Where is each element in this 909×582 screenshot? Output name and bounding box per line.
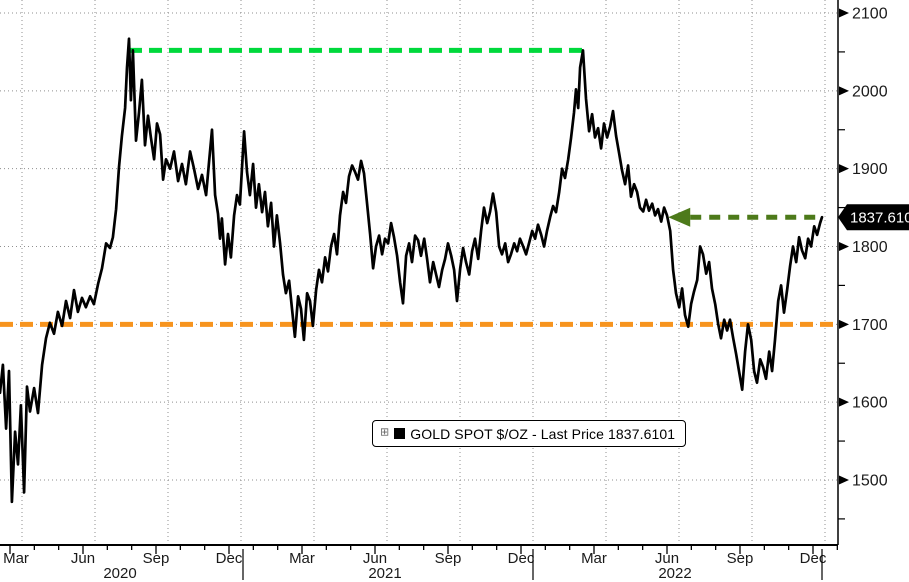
year-label: 2022	[658, 565, 691, 582]
y-major-tick-arrow	[839, 164, 849, 174]
last-price-tag-text: 1837.6101	[850, 210, 909, 227]
x-tick-label: Mar	[3, 550, 29, 567]
y-tick-label: 1500	[852, 472, 888, 489]
y-tick-label: 1900	[852, 161, 888, 178]
series-marker-swatch	[394, 428, 406, 439]
y-major-tick-arrow	[839, 475, 849, 485]
y-tick-label: 1600	[852, 395, 888, 412]
chart-legend[interactable]: ⊞ GOLD SPOT $/OZ - Last Price 1837.6101	[372, 420, 687, 447]
last-price-arrow-head	[668, 207, 691, 227]
expand-box-icon[interactable]: ⊞	[380, 426, 390, 439]
x-tick-label: Sep	[727, 550, 754, 567]
year-label: 2020	[103, 565, 136, 582]
x-tick-label: Sep	[435, 550, 462, 567]
y-major-tick-arrow	[839, 397, 849, 407]
x-tick-label: Mar	[581, 550, 607, 567]
last-price-tag: 1837.6101	[838, 204, 909, 231]
axes	[0, 0, 839, 546]
x-axis-ticks: Mar Jun Sep Dec Mar Jun Sep Dec Mar Jun Sep Dec	[3, 545, 838, 567]
year-label: 2021	[368, 565, 401, 582]
x-tick-label: Jun	[363, 550, 387, 567]
y-major-tick-arrow	[839, 86, 849, 96]
annotations	[0, 47, 838, 327]
x-tick-label: Dec	[216, 550, 243, 567]
x-tick-label: Dec	[508, 550, 535, 567]
year-labels: 2020 2021 2022	[103, 549, 823, 582]
y-axis-ticks: 1500 1600 1700 1800 1900 2000 2100	[838, 6, 888, 520]
y-tick-label: 2000	[852, 83, 888, 100]
y-tick-label: 2100	[852, 6, 888, 23]
y-tick-label: 1800	[852, 239, 888, 256]
y-major-tick-arrow	[839, 8, 849, 18]
x-tick-label: Mar	[289, 550, 315, 567]
last-price-tag-shape	[838, 204, 909, 231]
x-tick-label: Sep	[143, 550, 170, 567]
y-tick-label: 1700	[852, 317, 888, 334]
x-tick-label: Jun	[655, 550, 679, 567]
price-line	[0, 37, 824, 504]
y-major-tick-arrow	[839, 241, 849, 251]
legend-series-label: GOLD SPOT $/OZ - Last Price 1837.6101	[410, 425, 676, 442]
y-major-tick-arrow	[839, 319, 849, 329]
x-tick-label: Jun	[71, 550, 95, 567]
x-tick-label: Dec	[800, 550, 827, 567]
